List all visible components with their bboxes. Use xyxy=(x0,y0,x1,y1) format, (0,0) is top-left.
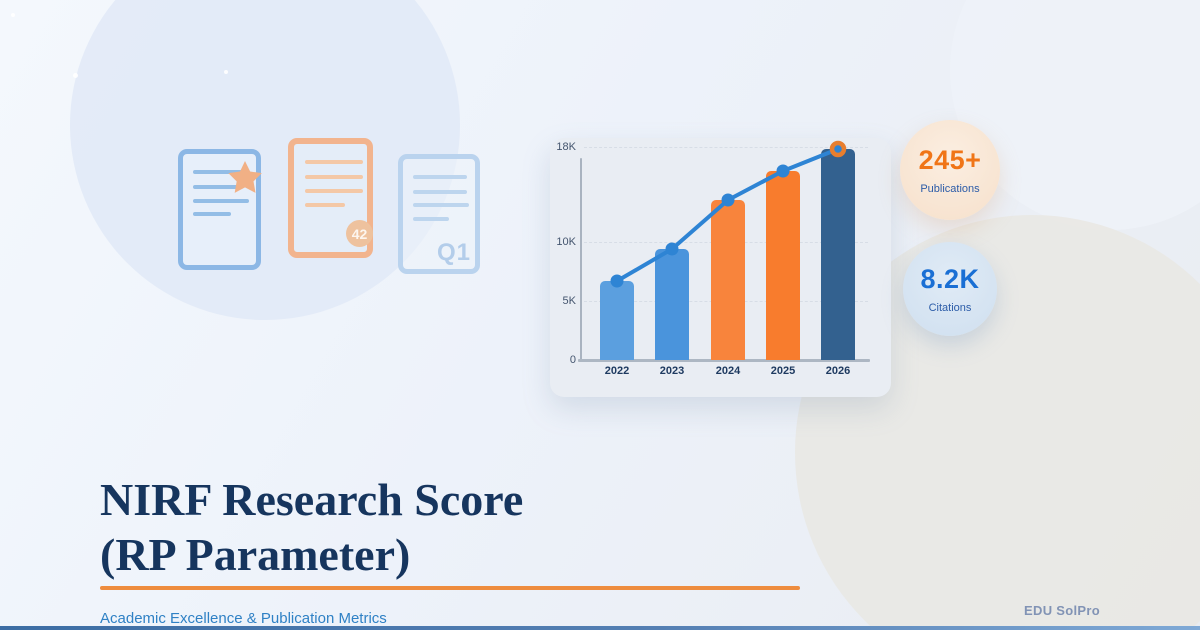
x-tick-label: 2022 xyxy=(604,365,630,377)
publications-chart-panel: 0 5K 10K 18K 2022 2023 2024 2025 2026 xyxy=(550,138,891,397)
sparkle-dot xyxy=(11,13,15,17)
bar-2025 xyxy=(766,171,800,360)
y-tick-label: 18K xyxy=(556,140,576,153)
document-card-citation-count: 42 xyxy=(288,138,373,258)
y-tick-label: 10K xyxy=(556,235,576,248)
x-tick-label: 2025 xyxy=(770,365,796,377)
document-text-line xyxy=(305,203,345,207)
document-text-line xyxy=(413,203,469,207)
y-tick-label: 5K xyxy=(562,294,576,307)
y-tick-label: 0 xyxy=(569,354,576,366)
data-point xyxy=(665,242,679,256)
document-text-line xyxy=(305,175,363,179)
subtitle: Academic Excellence & Publication Metric… xyxy=(100,610,387,627)
bottom-accent-bar xyxy=(0,626,1200,630)
x-tick-label: 2026 xyxy=(825,365,851,377)
publications-label: Publications xyxy=(920,183,980,195)
citations-label: Citations xyxy=(928,302,972,314)
data-point xyxy=(721,193,735,207)
document-text-line xyxy=(305,160,363,164)
q1-label: Q1 xyxy=(436,239,471,266)
title-line-1: NIRF Research Score xyxy=(100,474,524,525)
document-text-line xyxy=(193,185,243,189)
document-text-line xyxy=(193,212,231,216)
bar-2024 xyxy=(711,200,745,360)
background-circle-top-left xyxy=(70,0,460,320)
citation-count-badge: 42 xyxy=(346,220,373,247)
sparkle-dot xyxy=(224,70,228,74)
x-tick-label: 2024 xyxy=(715,365,741,377)
brand-name: EDU SolPro xyxy=(1024,603,1100,618)
document-text-line xyxy=(193,170,243,174)
data-point xyxy=(776,164,790,178)
data-point xyxy=(610,274,624,288)
chart-plot-area: 0 5K 10K 18K 2022 2023 2024 2025 2026 xyxy=(550,138,891,397)
star-icon xyxy=(228,161,262,193)
bar-2026 xyxy=(821,149,855,360)
gridline-18K xyxy=(584,146,868,148)
publications-stat-badge: 245+ Publications xyxy=(900,120,1000,220)
page-title: NIRF Research Score (RP Parameter) xyxy=(100,472,523,582)
document-card-starred xyxy=(178,149,262,270)
bar-2023 xyxy=(655,249,689,360)
bar-2022 xyxy=(600,281,634,360)
citations-stat-badge: 8.2K Citations xyxy=(903,242,997,336)
citations-count: 8.2K xyxy=(920,264,980,294)
document-text-line xyxy=(305,189,363,193)
document-text-line xyxy=(413,190,467,194)
document-text-line xyxy=(413,175,467,179)
trend-line xyxy=(615,147,840,283)
data-point-highlighted xyxy=(829,140,847,158)
title-line-2: (RP Parameter) xyxy=(100,529,411,580)
sparkle-dot xyxy=(73,73,78,78)
document-text-line xyxy=(193,199,249,203)
publications-count: 245+ xyxy=(918,145,982,175)
title-accent-rule xyxy=(100,586,800,590)
document-card-q1-journal: Q1 xyxy=(398,154,480,274)
y-axis-line xyxy=(580,158,582,361)
trend-line-overlay xyxy=(610,140,847,288)
x-tick-label: 2023 xyxy=(659,365,685,377)
x-axis-line xyxy=(578,359,870,362)
document-text-line xyxy=(413,217,449,221)
